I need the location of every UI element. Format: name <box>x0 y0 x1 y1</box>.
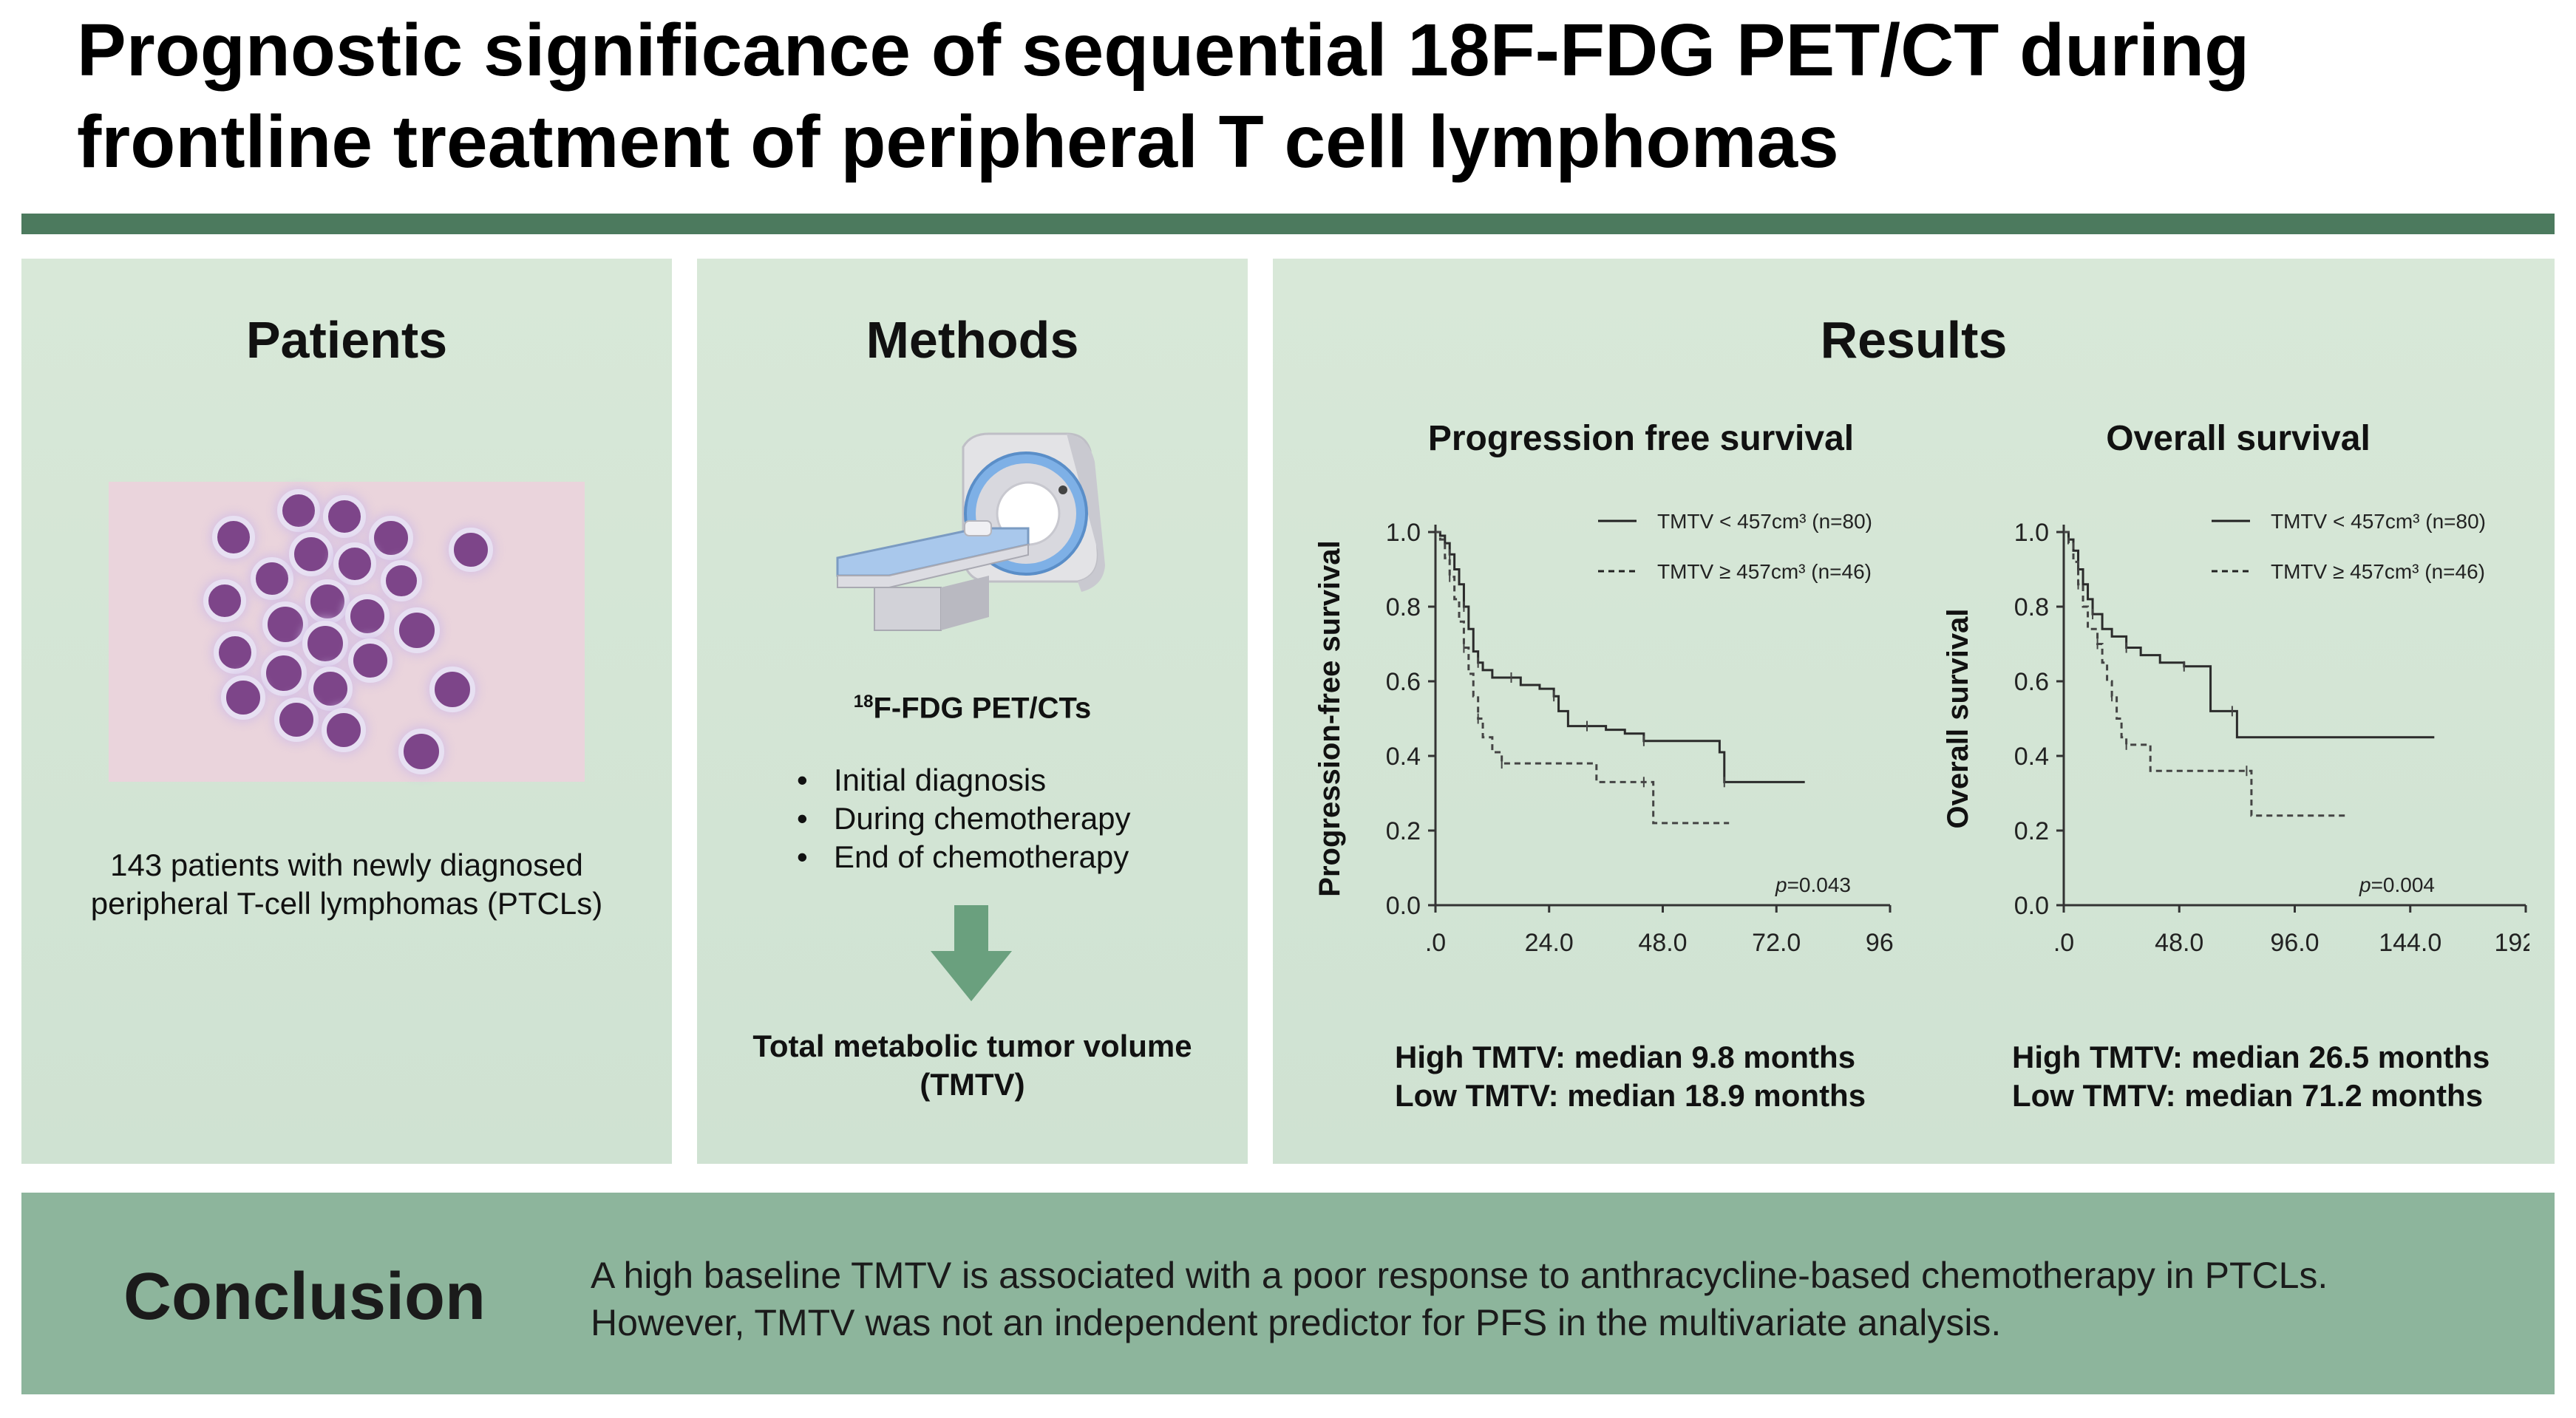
cell <box>323 495 366 538</box>
cell <box>369 516 413 560</box>
x-tick-label: 48.0 <box>1638 929 1687 957</box>
cell <box>262 601 308 647</box>
results-heading: Results <box>1820 311 2008 369</box>
timepoint-list: Initial diagnosis During chemotherapy En… <box>797 761 1131 876</box>
p-value-number: =0.004 <box>2371 873 2435 896</box>
patients-description: 143 patients with newly diagnosed periph… <box>90 848 603 921</box>
legend-label: TMTV ≥ 457cm³ (n=46) <box>2271 560 2485 583</box>
pfs-medians: High TMTV: median 9.8 months Low TMTV: m… <box>1395 1038 1866 1115</box>
x-tick-label: 96.0 <box>1866 929 1894 957</box>
cell <box>308 667 353 711</box>
cell <box>261 650 307 696</box>
cell <box>322 708 366 752</box>
y-axis-label: Progression-free survival <box>1314 540 1346 896</box>
list-item: Initial diagnosis <box>797 761 1131 800</box>
legend-label: TMTV < 457cm³ (n=80) <box>1657 510 1872 533</box>
os-kaplan-meier-chart: 0.0 0.2 0.4 0.6 0.8 1.0 .0 48.0 96.0 144.0 192.0 Ov… <box>1942 510 2529 957</box>
down-arrow-icon <box>931 905 1012 1001</box>
pfs-high-median: High TMTV: median 9.8 months <box>1395 1040 1856 1074</box>
cell <box>394 607 440 653</box>
patients-panel: Patients 143 patients with newly diagnos… <box>21 259 672 1164</box>
cell <box>333 542 376 585</box>
cell <box>302 621 348 667</box>
conclusion-heading: Conclusion <box>123 1260 486 1334</box>
cell <box>214 631 256 674</box>
poster-title: Prognostic significance of sequential 18… <box>77 9 2250 183</box>
cell <box>449 528 493 572</box>
x-tick-label: 48.0 <box>2155 929 2203 957</box>
scan-label: 18F-FDG PET/CTs <box>697 692 1248 725</box>
os-high-median: High TMTV: median 26.5 months <box>2012 1040 2490 1074</box>
low-tmtv-curve <box>2064 531 2435 739</box>
conclusion-banner: Conclusion A high baseline TMTV is assoc… <box>21 1193 2555 1394</box>
os-title: Overall survival <box>2106 419 2371 458</box>
x-tick-label: .0 <box>2053 929 2074 957</box>
legend-label: TMTV ≥ 457cm³ (n=46) <box>1657 560 1872 583</box>
y-tick-label: 0.2 <box>1386 817 1421 845</box>
x-tick-label: 96.0 <box>2270 929 2319 957</box>
cell <box>212 516 255 559</box>
title-divider <box>21 214 2555 234</box>
cell <box>277 489 320 532</box>
low-tmtv-curve <box>1435 531 1805 783</box>
y-tick-label: 1.0 <box>2014 519 2049 547</box>
y-tick-label: 0.6 <box>1386 668 1421 696</box>
p-value-label: p=0.043 <box>1775 873 1851 896</box>
x-tick-label: 144.0 <box>2379 929 2441 957</box>
methods-heading: Methods <box>866 311 1079 369</box>
p-value-number: =0.043 <box>1787 873 1851 896</box>
y-tick-label: 0.0 <box>2014 892 2049 920</box>
patients-heading: Patients <box>245 311 448 369</box>
x-tick-label: .0 <box>1425 929 1446 957</box>
cell <box>381 560 422 601</box>
conclusion-text: A high baseline TMTV is associated with … <box>591 1252 2512 1346</box>
outcome-line-1: Total metabolic tumor volume <box>752 1029 1192 1063</box>
methods-panel: Methods 18F-FDG PET/CTs Initial diagnosi… <box>697 259 1248 1164</box>
y-tick-label: 0.4 <box>2014 743 2049 771</box>
list-item: During chemotherapy <box>797 800 1131 838</box>
y-tick-label: 0.6 <box>2014 668 2049 696</box>
x-tick-label: 24.0 <box>1525 929 1574 957</box>
os-medians: High TMTV: median 26.5 months Low TMTV: … <box>2012 1038 2490 1115</box>
pfs-title: Progression free survival <box>1427 419 1855 458</box>
high-tmtv-curve <box>1435 531 1730 825</box>
p-value-label: p=0.004 <box>2359 873 2435 896</box>
x-tick-label: 192.0 <box>2494 929 2529 957</box>
outcome-line-2: (TMTV) <box>920 1067 1025 1102</box>
y-tick-label: 0.4 <box>1386 743 1421 771</box>
isotope-superscript: 18 <box>853 692 874 712</box>
pet-ct-scanner-icon <box>836 432 1105 631</box>
y-tick-label: 0.8 <box>2014 593 2049 621</box>
outcome-measure: Total metabolic tumor volume (TMTV) <box>697 1027 1248 1104</box>
cell <box>203 579 246 622</box>
legend-label: TMTV < 457cm³ (n=80) <box>2271 510 2486 533</box>
list-item: End of chemotherapy <box>797 838 1131 876</box>
cell <box>429 667 475 712</box>
pfs-kaplan-meier-chart: 0.0 0.2 0.4 0.6 0.8 1.0 .0 24.0 48.0 72.0 96.0 Prog… <box>1314 510 1894 957</box>
y-tick-label: 1.0 <box>1386 519 1421 547</box>
cell <box>398 729 444 774</box>
conclusion-line-2: However, TMTV was not an independent pre… <box>591 1302 2002 1343</box>
cell <box>348 638 392 683</box>
lymphoma-cells-illustration <box>109 482 585 782</box>
scan-label-text: F-FDG PET/CTs <box>873 692 1092 725</box>
conclusion-line-1: A high baseline TMTV is associated with … <box>591 1255 2328 1296</box>
y-tick-label: 0.2 <box>2014 817 2049 845</box>
p-value-italic: p <box>1775 873 1787 896</box>
cell <box>274 698 319 742</box>
pfs-low-median: Low TMTV: median 18.9 months <box>1395 1078 1866 1113</box>
y-tick-label: 0.8 <box>1386 593 1421 621</box>
cell <box>305 579 350 624</box>
cell <box>289 532 333 576</box>
y-axis-label: Overall survival <box>1942 609 1974 829</box>
cell <box>345 594 390 638</box>
cell <box>251 557 293 600</box>
x-tick-label: 72.0 <box>1752 929 1801 957</box>
os-low-median: Low TMTV: median 71.2 months <box>2012 1078 2484 1113</box>
cell <box>221 675 265 720</box>
p-value-italic: p <box>2359 873 2371 896</box>
results-panel: Results Progression free survival Overal… <box>1273 259 2555 1164</box>
y-tick-label: 0.0 <box>1386 892 1421 920</box>
